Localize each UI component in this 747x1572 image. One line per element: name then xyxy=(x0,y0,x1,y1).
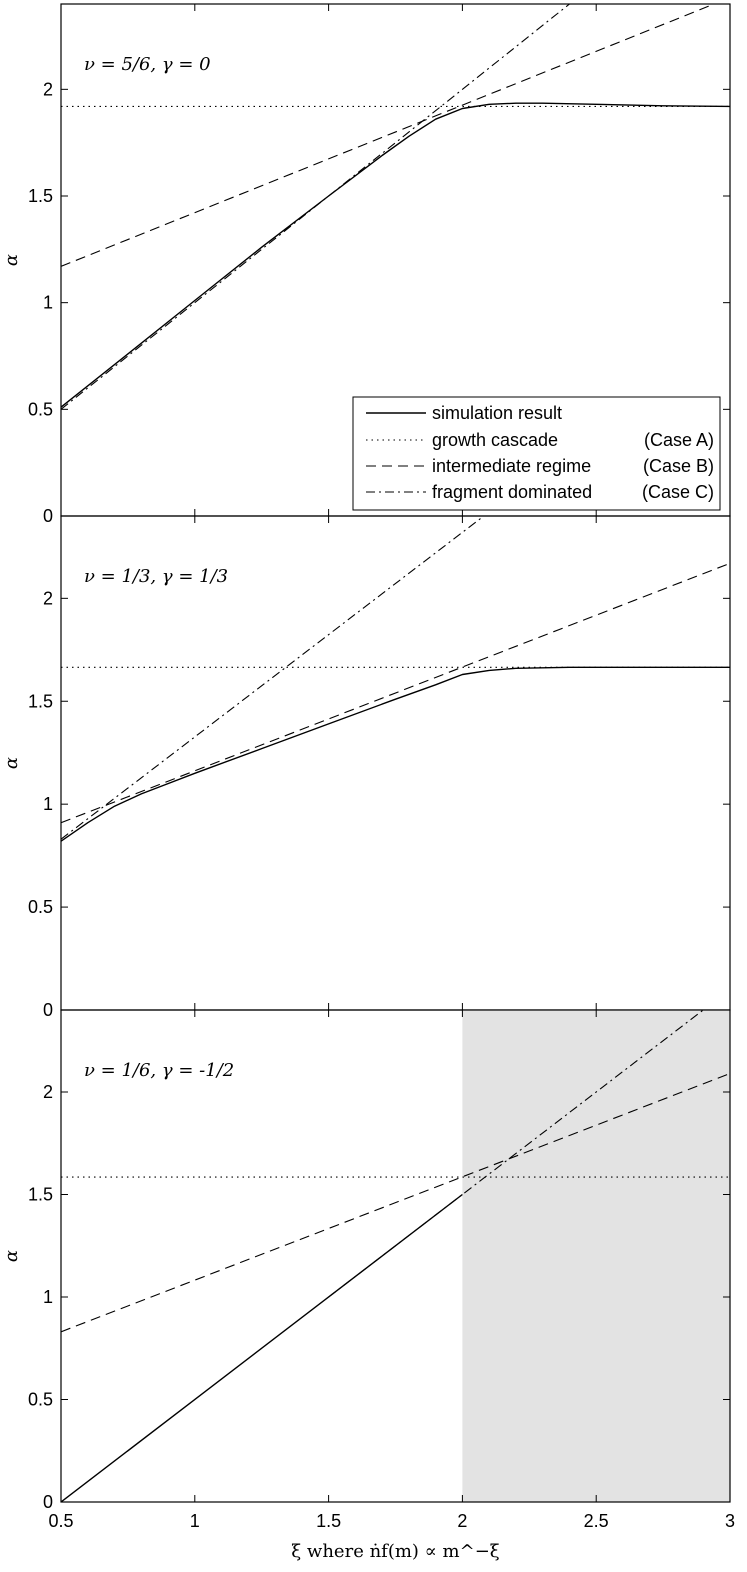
y-tick-label: 1 xyxy=(43,293,53,313)
series-dashdot-line xyxy=(61,4,571,410)
panels: 0 0.5 1 1.5 2 α ν = 5/6, γ = 0 0 0.5 1 1.5 2 α ν = 1/… xyxy=(1,3,731,1512)
panel-annotation: ν = 1/3, γ = 1/3 xyxy=(84,566,228,587)
legend-label: intermediate regime xyxy=(432,456,591,476)
x-tick-label: 1.5 xyxy=(316,1511,341,1531)
y-tick-label: 0 xyxy=(43,506,53,526)
y-tick-label: 0.5 xyxy=(28,897,53,917)
y-tick-label: 0.5 xyxy=(28,399,53,419)
legend-case-label: (Case C) xyxy=(642,482,714,502)
panel-3: 0 0.5 1 1.5 2 α ν = 1/6, γ = -1/2 xyxy=(1,1009,731,1512)
y-axis-label: α xyxy=(1,254,22,266)
y-tick-label: 1.5 xyxy=(28,186,53,206)
panel-2: 0 0.5 1 1.5 2 α ν = 1/3, γ = 1/3 xyxy=(1,515,731,1020)
x-tick-label: 2.5 xyxy=(584,1511,609,1531)
series-dashed-line xyxy=(61,4,716,267)
y-tick-label: 1 xyxy=(43,1287,53,1307)
y-tick-label: 0 xyxy=(43,1492,53,1512)
series-dashed-line xyxy=(61,562,730,824)
series-group xyxy=(61,516,730,842)
series-group xyxy=(61,4,730,410)
x-tick-label: 2 xyxy=(457,1511,467,1531)
y-axis-label: α xyxy=(1,757,22,769)
y-tick-label: 0 xyxy=(43,1000,53,1020)
legend-label: growth cascade xyxy=(432,430,558,450)
x-tick-label: 3 xyxy=(725,1511,735,1531)
legend-label: simulation result xyxy=(432,403,562,423)
panel-annotation: ν = 5/6, γ = 0 xyxy=(84,54,211,75)
legend-box xyxy=(352,396,721,511)
series-solid-line xyxy=(61,666,730,842)
series-group xyxy=(61,1010,730,1502)
series-solid-line xyxy=(61,1193,463,1502)
panel-frame xyxy=(60,1009,731,1503)
y-tick-label: 1.5 xyxy=(28,1185,53,1205)
series-dashdot-line xyxy=(328,1010,704,1298)
legend-case-label: (Case A) xyxy=(644,430,714,450)
legend-label: fragment dominated xyxy=(432,482,592,502)
y-tick-label: 2 xyxy=(43,1082,53,1102)
y-tick-label: 1.5 xyxy=(28,691,53,711)
panel-annotation: ν = 1/6, γ = -1/2 xyxy=(84,1060,234,1081)
series-solid-line xyxy=(61,102,730,408)
series-dashdot-line xyxy=(61,516,485,840)
shaded-region xyxy=(462,1010,730,1502)
y-tick-label: 2 xyxy=(43,79,53,99)
legend-case-label: (Case B) xyxy=(643,456,714,476)
x-tick-label: 0.5 xyxy=(48,1511,73,1531)
y-tick-label: 1 xyxy=(43,794,53,814)
y-axis-label: α xyxy=(1,1250,22,1262)
x-axis-label: ξ where ṅf(m) ∝ m^−ξ xyxy=(291,1541,499,1562)
panel-frame xyxy=(60,515,731,1011)
x-axis: 0.5 1 1.5 2 2.5 3 ξ where ṅf(m) ∝ m^−ξ xyxy=(48,1511,735,1562)
series-dashed-line xyxy=(61,1072,730,1333)
panel-1: 0 0.5 1 1.5 2 α ν = 5/6, γ = 0 xyxy=(1,3,731,526)
legend: simulation result growth cascade (Case A) i… xyxy=(352,396,721,511)
x-tick-label: 1 xyxy=(190,1511,200,1531)
y-tick-label: 0.5 xyxy=(28,1390,53,1410)
y-tick-label: 2 xyxy=(43,588,53,608)
